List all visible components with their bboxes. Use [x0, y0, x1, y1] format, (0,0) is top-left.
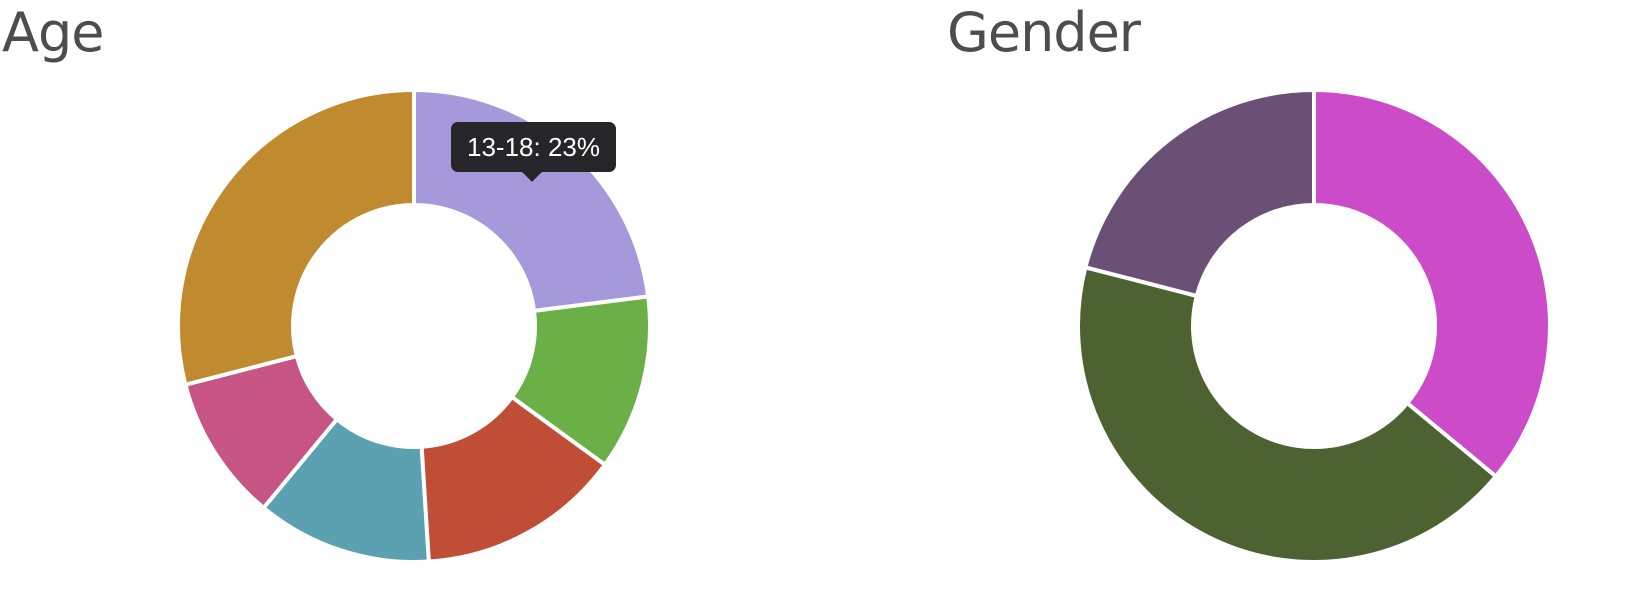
gender-slice-2[interactable]: [1082, 87, 1316, 299]
gender-slice-0[interactable]: [1312, 87, 1552, 480]
age-chart-panel: Age 13-18: 23%: [2, 1, 652, 564]
age-donut-chart: [176, 87, 650, 564]
gender-slice-1[interactable]: [1076, 264, 1499, 564]
age-slice-5[interactable]: [176, 87, 416, 388]
age-chart-title: Age: [2, 1, 104, 64]
gender-chart-title: Gender: [947, 1, 1141, 64]
gender-donut-chart: [1076, 87, 1552, 564]
gender-chart-panel: Gender: [819, 0, 1638, 597]
age-slice-2[interactable]: [419, 394, 608, 564]
age-slice-tooltip: 13-18: 23%: [451, 122, 616, 182]
tooltip-text: 13-18: 23%: [467, 132, 600, 162]
